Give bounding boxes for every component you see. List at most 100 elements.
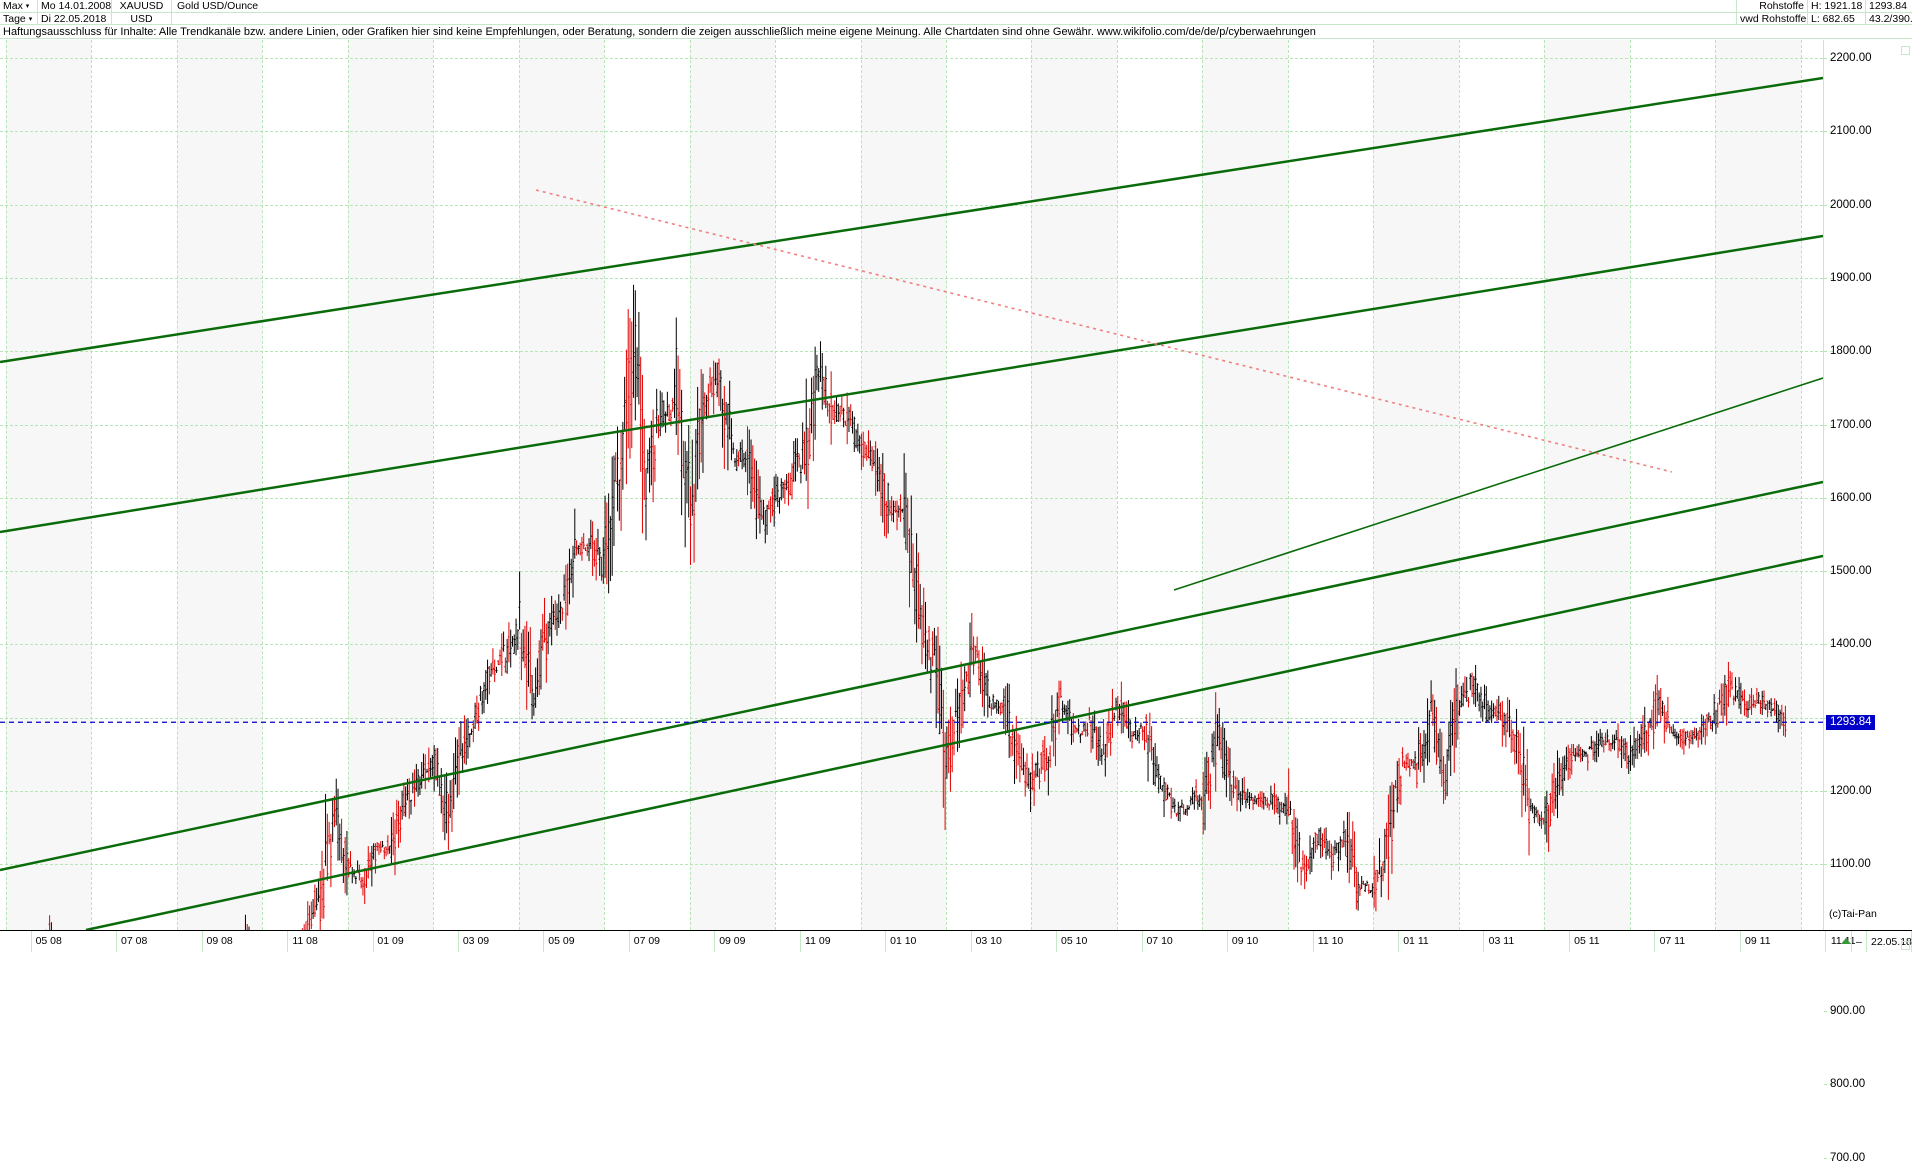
date-axis-label: 11 08 bbox=[292, 935, 318, 947]
price-axis-label: 2200.00 bbox=[1830, 52, 1872, 64]
date-to: Di 22.05.2018 bbox=[38, 12, 111, 25]
date-axis-separator bbox=[885, 931, 887, 952]
copyright-label: (c)Tai-Pan bbox=[1829, 908, 1877, 920]
date-axis-separator bbox=[799, 931, 801, 952]
change-values: 43.2/390.2 bbox=[1866, 12, 1912, 25]
category-cell: Rohstoffe vwd Rohstoffe bbox=[1736, 0, 1808, 25]
price-axis-label: 1500.00 bbox=[1830, 565, 1872, 578]
date-axis-separator bbox=[1851, 931, 1852, 952]
price-axis-tick bbox=[1824, 864, 1833, 866]
date-axis-label: 05 09 bbox=[548, 935, 575, 947]
chart-plot-area[interactable] bbox=[0, 40, 1823, 930]
date-axis-separator bbox=[543, 931, 545, 952]
date-axis-separator bbox=[1866, 931, 1867, 952]
price-axis-label: 1900.00 bbox=[1830, 271, 1872, 284]
date-axis-label: 09 09 bbox=[719, 935, 746, 947]
date-axis-separator bbox=[628, 931, 630, 952]
date-axis-separator bbox=[1227, 931, 1229, 952]
lower-rising-channel-bottom[interactable] bbox=[85, 554, 1823, 930]
price-bars-series bbox=[45, 284, 1787, 930]
price-axis-tick bbox=[1824, 351, 1833, 353]
date-axis-separator bbox=[1397, 931, 1399, 952]
price-axis-tick bbox=[1824, 571, 1833, 573]
price-axis-tick bbox=[1824, 277, 1833, 279]
instrument-name-cell: Gold USD/Ounce bbox=[172, 0, 1736, 25]
price-axis-tick bbox=[1824, 204, 1833, 206]
date-axis-separator bbox=[714, 931, 716, 952]
chart-legend-toggle-icon[interactable] bbox=[1901, 46, 1910, 55]
chevron-down-icon: ▾ bbox=[25, 3, 30, 10]
disclaimer-text: Haftungsausschluss für Inhalte: Alle Tre… bbox=[3, 26, 1316, 38]
date-from: Mo 14.01.2008 bbox=[41, 0, 112, 12]
interval-select-label[interactable]: Tage ▾ bbox=[0, 12, 37, 25]
disclaimer-bar bbox=[0, 25, 1912, 39]
date-axis-label: 01 10 bbox=[890, 935, 917, 947]
symbol-label: XAUUSD bbox=[119, 0, 164, 12]
long-term-downtrend[interactable] bbox=[535, 189, 1673, 473]
category-label: Rohstoffe bbox=[1759, 0, 1804, 12]
chevron-down-icon: ▾ bbox=[28, 16, 33, 23]
date-axis-label: 03 09 bbox=[462, 935, 490, 947]
price-axis-tick bbox=[1824, 791, 1833, 792]
date-axis-separator bbox=[1910, 931, 1912, 952]
date-axis-separator bbox=[1654, 931, 1656, 952]
date-axis-label: 05 08 bbox=[35, 935, 62, 947]
resize-handle-icon[interactable] bbox=[1901, 941, 1910, 950]
price-axis-tick bbox=[1824, 58, 1833, 59]
date-axis-label: 07 09 bbox=[633, 935, 661, 947]
date-axis-separator bbox=[201, 931, 203, 952]
short-rising-support[interactable] bbox=[1173, 377, 1823, 591]
scroll-up-arrow-icon[interactable] bbox=[1841, 938, 1851, 944]
date-axis-separator bbox=[970, 931, 972, 952]
upper-rising-channel-top[interactable] bbox=[0, 76, 1823, 364]
price-axis-tick bbox=[1824, 497, 1833, 499]
date-axis[interactable]: 05 08 07 08 09 08 11 08 01 09 03 09 05 09 07 09… bbox=[0, 930, 1912, 952]
price-axis-tick bbox=[1824, 131, 1833, 133]
date-axis-separator bbox=[372, 931, 374, 952]
date-axis-separator bbox=[287, 931, 289, 952]
date-axis-label: 11 10 bbox=[1317, 935, 1344, 947]
price-axis[interactable]: 2200.00 2100.00 2000.00 1900.00 1800.00 1700.… bbox=[1823, 40, 1912, 1164]
date-axis-separator bbox=[1056, 931, 1058, 952]
date-axis-separator bbox=[30, 931, 32, 952]
price-axis-tick bbox=[1824, 424, 1833, 426]
price-axis-label: 1600.00 bbox=[1830, 491, 1872, 504]
price-axis-label: 1400.00 bbox=[1830, 638, 1872, 651]
currency-label: USD bbox=[112, 12, 171, 25]
date-axis-label: 09 10 bbox=[1231, 935, 1259, 947]
date-axis-separator bbox=[457, 931, 459, 952]
price-axis-label: 1200.00 bbox=[1830, 785, 1872, 797]
date-range-cell[interactable]: Mo 14.01.2008 Di 22.05.2018 bbox=[38, 0, 112, 25]
lower-rising-channel-top[interactable] bbox=[0, 480, 1823, 872]
price-axis-label: 900.00 bbox=[1830, 1004, 1866, 1017]
date-axis-label: 01 09 bbox=[377, 935, 404, 947]
range-select[interactable]: Max ▾ Tage ▾ bbox=[0, 0, 38, 25]
price-axis-tick bbox=[1824, 644, 1833, 646]
price-axis-label: 1700.00 bbox=[1830, 418, 1872, 431]
date-axis-label: 03 10 bbox=[975, 935, 1002, 947]
price-axis-label: 700.00 bbox=[1830, 1151, 1866, 1164]
last-price-cell: 1293.84 43.2/390.2 bbox=[1866, 0, 1912, 25]
high-low-cell: H: 1921.18 L: 682.65 bbox=[1808, 0, 1866, 25]
period-low: L: 682.65 bbox=[1808, 12, 1865, 25]
date-axis-separator bbox=[1568, 931, 1570, 952]
data-source-label: vwd Rohstoffe bbox=[1737, 12, 1807, 25]
chart-gridlines bbox=[0, 40, 1823, 930]
date-axis-label: 03 11 bbox=[1488, 935, 1515, 947]
last-price: 1293.84 bbox=[1869, 0, 1907, 12]
upper-rising-channel-bottom[interactable] bbox=[0, 234, 1823, 534]
last-price-badge: 1293.84 bbox=[1826, 715, 1875, 731]
price-axis-label: 2100.00 bbox=[1830, 125, 1872, 138]
date-axis-label: 01 11 bbox=[1403, 935, 1429, 947]
date-axis-label: 11 09 bbox=[805, 935, 831, 947]
trendline-overlay[interactable] bbox=[0, 40, 1823, 930]
price-axis-label: 800.00 bbox=[1830, 1078, 1866, 1091]
date-axis-separator bbox=[1739, 931, 1741, 952]
price-axis-label: 2000.00 bbox=[1830, 198, 1872, 211]
year-shading-bands bbox=[0, 40, 1823, 930]
symbol-cell[interactable]: XAUUSD USD bbox=[112, 0, 172, 25]
date-axis-label: 05 10 bbox=[1061, 935, 1088, 947]
date-axis-separator bbox=[116, 931, 118, 952]
price-axis-label: 1100.00 bbox=[1830, 858, 1871, 871]
